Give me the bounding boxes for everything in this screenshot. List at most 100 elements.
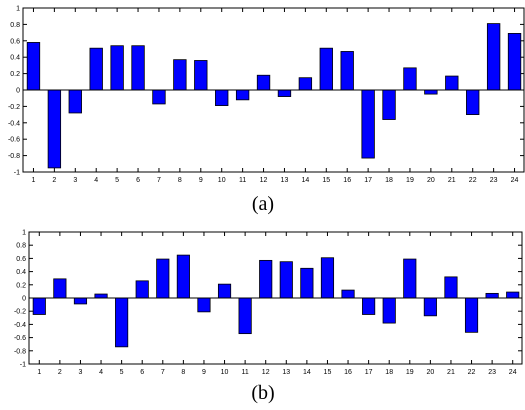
x-tick-label: 22 (468, 369, 476, 376)
x-tick-label: 9 (202, 369, 206, 376)
x-tick-label: 3 (79, 369, 83, 376)
bar (68, 89, 82, 114)
bar (135, 280, 149, 299)
bar (110, 45, 124, 91)
bar (298, 77, 313, 91)
x-tick-label: 10 (218, 177, 226, 184)
y-tick-label: -0.2 (8, 104, 20, 111)
x-tick-label: 9 (199, 177, 203, 184)
bar (197, 297, 211, 313)
bar (176, 254, 190, 299)
bar (340, 51, 354, 91)
bar (156, 258, 170, 299)
bar (215, 89, 229, 106)
bar (423, 297, 437, 317)
bar (466, 89, 480, 116)
x-tick-label: 7 (161, 369, 165, 376)
x-tick-label: 12 (262, 369, 270, 376)
bar (277, 89, 292, 97)
x-tick-label: 21 (447, 369, 455, 376)
y-tick-label: -0.2 (14, 309, 26, 316)
bar (89, 47, 103, 91)
x-tick-label: 20 (427, 177, 435, 184)
x-tick-label: 18 (385, 369, 393, 376)
y-tick-label: 0.2 (10, 71, 20, 78)
y-tick-label: -0.6 (8, 137, 20, 144)
x-tick-label: 17 (365, 369, 373, 376)
bar (507, 33, 522, 91)
bar (194, 60, 208, 91)
bar (341, 289, 355, 299)
x-tick-label: 1 (37, 369, 41, 376)
y-tick-label: 0.8 (10, 22, 20, 29)
bar (73, 297, 88, 305)
x-tick-label: 3 (73, 177, 77, 184)
x-tick-label: 7 (157, 177, 161, 184)
x-tick-label: 19 (406, 369, 414, 376)
panel-label: (a) (252, 193, 274, 215)
x-tick-label: 19 (406, 177, 414, 184)
y-tick-label: 0 (22, 296, 26, 303)
bar (26, 42, 41, 91)
bar (256, 74, 271, 91)
y-tick-label: 1 (22, 230, 26, 237)
x-tick-label: 4 (99, 369, 103, 376)
x-tick-label: 2 (58, 369, 62, 376)
bar (152, 89, 166, 105)
y-tick-label: 0 (16, 88, 20, 95)
y-tick-label: -0.8 (8, 153, 20, 160)
x-tick-label: 23 (488, 369, 496, 376)
x-tick-label: 4 (94, 177, 98, 184)
x-tick-label: 11 (239, 177, 246, 184)
y-tick-label: 0.6 (10, 38, 20, 45)
bar (173, 59, 187, 91)
bar (444, 276, 458, 299)
bar (94, 293, 108, 299)
x-tick-label: 1 (32, 177, 36, 184)
y-tick-label: 1 (16, 6, 20, 13)
bar (131, 45, 145, 91)
bar (279, 261, 293, 299)
bar (464, 297, 479, 333)
bar (47, 89, 62, 169)
bar (506, 291, 520, 299)
x-tick-label: 5 (120, 369, 124, 376)
bar (485, 292, 499, 299)
y-tick-label: -0.4 (8, 120, 20, 127)
bar (217, 283, 232, 299)
y-tick-label: -1 (14, 170, 20, 177)
chart-panel-2: -1-0.8-0.6-0.4-0.200.20.40.60.811 2 3 4 5 6 7 8… (14, 230, 523, 404)
bar (235, 89, 250, 101)
y-tick-label: 0.4 (16, 269, 26, 276)
bar (300, 267, 314, 299)
x-tick-label: 8 (181, 369, 185, 376)
bar (403, 258, 417, 299)
x-tick-label: 24 (509, 369, 517, 376)
x-tick-label: 8 (178, 177, 182, 184)
x-tick-label: 2 (52, 177, 56, 184)
bar (53, 278, 67, 299)
y-tick-label: 0.2 (16, 282, 26, 289)
bar (115, 297, 129, 348)
x-tick-label: 5 (115, 177, 119, 184)
x-tick-label: 15 (322, 177, 330, 184)
x-tick-label: 13 (282, 369, 290, 376)
x-tick-label: 16 (344, 369, 352, 376)
bar (403, 67, 417, 91)
y-tick-label: -1 (20, 362, 26, 369)
bar (238, 297, 252, 335)
y-tick-label: 0.6 (16, 256, 26, 263)
x-tick-label: 20 (426, 369, 434, 376)
bar (382, 297, 396, 324)
x-tick-label: 17 (364, 177, 372, 184)
x-tick-label: 16 (343, 177, 351, 184)
x-tick-label: 11 (241, 369, 248, 376)
y-tick-label: 0.8 (16, 243, 26, 250)
chart-panel-1: -1-0.8-0.6-0.4-0.200.20.40.60.811 2 3 4 5 6 7 8… (8, 6, 525, 215)
x-tick-label: 24 (511, 177, 519, 184)
x-tick-label: 22 (469, 177, 477, 184)
x-tick-label: 14 (301, 177, 309, 184)
bar (32, 297, 46, 315)
bar (361, 89, 375, 159)
